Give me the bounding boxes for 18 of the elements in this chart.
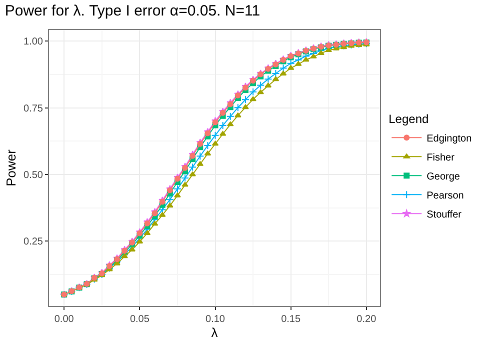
legend-label: Stouffer <box>426 210 462 220</box>
y-tick-label: 0.75 <box>24 103 44 114</box>
x-tick-label: 0.15 <box>281 314 301 325</box>
legend-title: Legend <box>388 112 429 126</box>
x-axis-title: λ <box>211 325 218 340</box>
x-tick-label: 0.05 <box>130 314 150 325</box>
y-tick-label: 1.00 <box>24 36 44 48</box>
legend-label: George <box>426 172 460 182</box>
legend-label: Pearson <box>426 190 464 202</box>
chart-title: Power for λ. Type I error α=0.05. N=11 <box>4 2 260 20</box>
legend-label: Edgington <box>426 134 472 144</box>
legend-label: Fisher <box>426 152 456 164</box>
x-tick-label: 0.00 <box>54 314 74 325</box>
y-tick-label: 0.50 <box>24 170 44 182</box>
y-tick-label: 0.25 <box>24 236 44 248</box>
x-tick-label: 0.10 <box>206 314 226 325</box>
y-axis-title: Power <box>3 148 18 186</box>
x-tick-label: 0.20 <box>356 314 377 325</box>
